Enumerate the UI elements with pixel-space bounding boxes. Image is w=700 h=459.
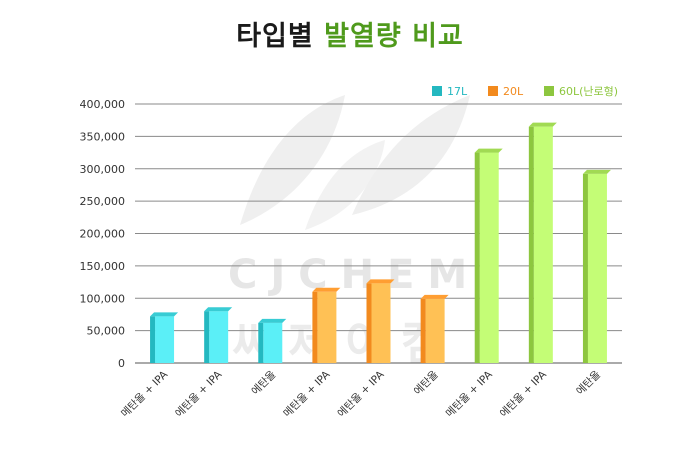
y-axis-ticks: 0 50,000 100,000 150,000 200,000 250,000 300,0… bbox=[80, 98, 126, 370]
legend-label: 17L bbox=[447, 85, 468, 98]
x-tick-label: 에탄올 bbox=[249, 368, 278, 397]
legend: 17L 20L 60L(난로형) bbox=[432, 85, 618, 98]
bars bbox=[150, 122, 611, 363]
bar-top bbox=[150, 312, 179, 317]
y-tick-label: 350,000 bbox=[80, 130, 126, 143]
y-tick-label: 250,000 bbox=[80, 195, 126, 208]
y-tick-label: 150,000 bbox=[80, 260, 126, 273]
bar-front bbox=[155, 316, 175, 363]
bar-side bbox=[474, 152, 480, 363]
x-tick-label: 메탄올 + IPA bbox=[444, 368, 496, 420]
legend-swatch bbox=[432, 86, 442, 96]
bar-top bbox=[474, 148, 503, 153]
bar-top bbox=[204, 307, 233, 312]
bar-front bbox=[263, 322, 283, 363]
legend-label: 20L bbox=[503, 85, 524, 98]
title-part-black: 타입별 bbox=[236, 21, 314, 52]
legend-swatch bbox=[488, 86, 498, 96]
bar-side bbox=[204, 311, 210, 363]
y-tick-label: 100,000 bbox=[80, 292, 126, 305]
x-tick-label: 메탄올 + IPA bbox=[281, 368, 333, 420]
bar-front bbox=[317, 291, 337, 363]
bar-front bbox=[209, 311, 229, 363]
bar-side bbox=[582, 173, 588, 363]
y-tick-label: 0 bbox=[118, 357, 125, 370]
bar-front bbox=[425, 298, 445, 363]
x-tick-label: 에탄올 + IPA bbox=[335, 368, 387, 420]
x-tick-label: 에탄올 + IPA bbox=[173, 368, 225, 420]
bar-side bbox=[258, 322, 264, 363]
chart-title: 타입별 발열량 비교 bbox=[0, 14, 700, 53]
y-tick-label: 50,000 bbox=[87, 325, 126, 338]
bar-side bbox=[366, 283, 372, 363]
bar-top bbox=[366, 279, 395, 284]
y-tick-label: 300,000 bbox=[80, 163, 126, 176]
legend-swatch bbox=[544, 86, 554, 96]
bar-top bbox=[528, 122, 557, 127]
x-tick-label: 에탄올 bbox=[412, 368, 441, 397]
bar-front bbox=[533, 126, 553, 363]
y-tick-label: 200,000 bbox=[80, 228, 126, 241]
bar-front bbox=[479, 152, 499, 363]
y-tick-label: 400,000 bbox=[80, 98, 126, 111]
bar-top bbox=[258, 318, 287, 323]
bar-side bbox=[420, 298, 426, 363]
bar-front bbox=[371, 283, 391, 363]
x-tick-label: 메탄올 + IPA bbox=[119, 368, 171, 420]
bar-side bbox=[150, 316, 156, 363]
x-axis-labels: 메탄올 + IPA 에탄올 + IPA 에탄올 메탄올 + IPA 에탄올 + IPA 에… bbox=[119, 368, 603, 420]
bar-side bbox=[528, 126, 534, 363]
x-tick-label: 에탄올 + IPA bbox=[498, 368, 550, 420]
bar-side bbox=[312, 291, 318, 363]
bar-top bbox=[312, 287, 341, 292]
bar-top bbox=[420, 294, 449, 299]
legend-label: 60L(난로형) bbox=[559, 85, 618, 98]
title-part-green: 발열량 비교 bbox=[324, 21, 464, 52]
bar-front bbox=[587, 173, 607, 363]
x-tick-label: 에탄올 bbox=[574, 368, 603, 397]
bar-top bbox=[582, 169, 611, 174]
